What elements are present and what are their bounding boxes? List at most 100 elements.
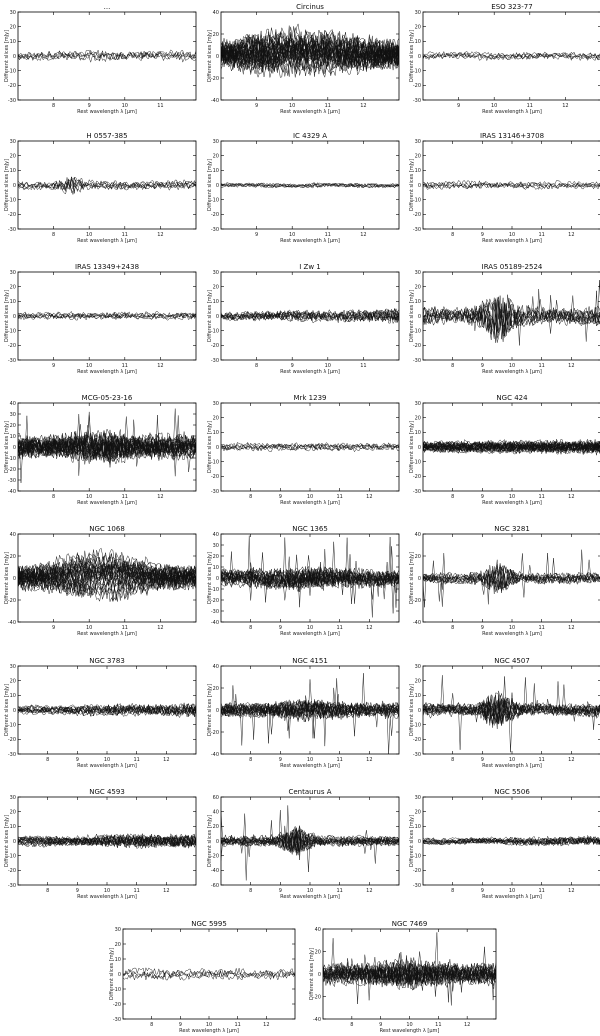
y-tick-label: -20 <box>211 474 219 480</box>
y-tick-label: 30 <box>213 401 219 407</box>
y-axis-label: Different slices [mJy] <box>409 290 415 342</box>
y-tick-label: -10 <box>211 587 219 593</box>
series-group <box>18 49 196 63</box>
y-tick-label: -20 <box>8 343 16 349</box>
y-axis-label: Different slices [mJy] <box>4 30 10 82</box>
y-tick-label: 10 <box>415 39 421 45</box>
x-axis-label: Rest wavelength λ [μm] <box>77 500 137 506</box>
y-tick-label: 20 <box>10 284 16 290</box>
x-tick-label: 10 <box>86 494 92 500</box>
y-tick-label: 0 <box>13 445 16 451</box>
series-line <box>18 312 196 321</box>
y-tick-label: -10 <box>413 197 421 203</box>
x-axis-label: Rest wavelength λ [μm] <box>482 109 542 115</box>
x-axis-label: Rest wavelength λ [μm] <box>380 1028 440 1034</box>
x-axis-label: Rest wavelength λ [μm] <box>280 631 340 637</box>
x-tick-label: 12 <box>366 625 372 631</box>
series-line <box>423 553 600 593</box>
x-tick-label: 10 <box>509 625 515 631</box>
y-tick-label: 0 <box>418 839 421 845</box>
x-tick-label: 11 <box>133 888 139 894</box>
y-tick-label: -10 <box>8 197 16 203</box>
y-tick-label: -20 <box>413 83 421 89</box>
y-tick-label: 10 <box>115 957 121 963</box>
series-line <box>221 569 399 591</box>
series-group <box>123 967 295 981</box>
series-line <box>221 309 399 323</box>
series-line <box>18 568 196 596</box>
plot-frame <box>122 928 296 1020</box>
y-tick-label: 20 <box>10 809 16 815</box>
panel-title: NGC 5995 <box>191 920 227 928</box>
y-tick-label: 10 <box>10 299 16 305</box>
y-tick-label: 30 <box>415 795 421 801</box>
y-tick-label: 10 <box>415 693 421 699</box>
series-line <box>323 958 496 989</box>
x-tick-label: 10 <box>307 494 313 500</box>
y-tick-label: -10 <box>8 853 16 859</box>
y-tick-label: -10 <box>113 987 121 993</box>
x-tick-label: 9 <box>279 494 282 500</box>
y-tick-label: 30 <box>115 927 121 933</box>
y-tick-label: 30 <box>10 412 16 418</box>
series-line <box>221 556 399 596</box>
series-group <box>18 547 196 603</box>
x-tick-label: 11 <box>538 757 544 763</box>
x-axis-label: Rest wavelength λ [μm] <box>77 238 137 244</box>
x-tick-label: 12 <box>568 363 574 369</box>
x-tick-label: 12 <box>360 232 366 238</box>
x-axis-label: Rest wavelength λ [μm] <box>280 500 340 506</box>
series-line <box>123 967 295 978</box>
series-line <box>423 694 600 753</box>
y-tick-label: 10 <box>10 168 16 174</box>
series-line <box>18 49 196 60</box>
y-tick-label: -20 <box>413 598 421 604</box>
y-tick-label: 10 <box>415 824 421 830</box>
y-tick-label: 0 <box>418 314 421 320</box>
y-tick-label: 0 <box>216 54 219 60</box>
y-tick-label: 10 <box>213 168 219 174</box>
x-tick-label: 9 <box>481 757 484 763</box>
series-line <box>221 182 399 188</box>
x-tick-label: 11 <box>336 757 342 763</box>
x-axis-label: Rest wavelength λ [μm] <box>280 763 340 769</box>
panel-title: NGC 3783 <box>89 657 125 665</box>
x-tick-label: 11 <box>527 103 533 109</box>
y-tick-label: 20 <box>10 24 16 30</box>
x-tick-label: 12 <box>366 888 372 894</box>
series-line <box>221 699 399 718</box>
y-axis-label: Different slices [mJy] <box>409 552 415 604</box>
y-tick-label: 10 <box>213 430 219 436</box>
y-tick-label: 10 <box>10 39 16 45</box>
series-line <box>221 310 399 325</box>
series-line <box>18 834 196 849</box>
panel-title: I Zw 1 <box>299 263 321 271</box>
y-tick-label: 10 <box>415 168 421 174</box>
y-tick-label: 30 <box>415 270 421 276</box>
x-tick-label: 11 <box>538 625 544 631</box>
series-line <box>221 310 399 324</box>
y-tick-label: 0 <box>216 183 219 189</box>
x-tick-label: 10 <box>307 757 313 763</box>
y-tick-label: -30 <box>413 752 421 758</box>
series-group <box>423 834 600 847</box>
series-line <box>18 179 196 195</box>
series-group <box>423 549 600 608</box>
y-tick-label: 20 <box>315 949 321 955</box>
x-axis-label: Rest wavelength λ [μm] <box>482 763 542 769</box>
y-tick-label: -20 <box>8 868 16 874</box>
x-tick-label: 12 <box>157 494 163 500</box>
x-tick-label: 10 <box>104 888 110 894</box>
y-tick-label: -20 <box>211 598 219 604</box>
x-tick-label: 9 <box>179 1022 182 1028</box>
y-tick-label: 40 <box>415 532 421 538</box>
panel-title: MCG-05-23-16 <box>82 394 133 402</box>
x-axis-label: Rest wavelength λ [μm] <box>280 238 340 244</box>
x-tick-label: 10 <box>104 757 110 763</box>
y-tick-label: -20 <box>413 868 421 874</box>
series-line <box>423 299 600 338</box>
x-tick-label: 11 <box>133 757 139 763</box>
y-tick-label: 30 <box>10 795 16 801</box>
series-line <box>323 963 496 987</box>
series-line <box>423 564 600 588</box>
